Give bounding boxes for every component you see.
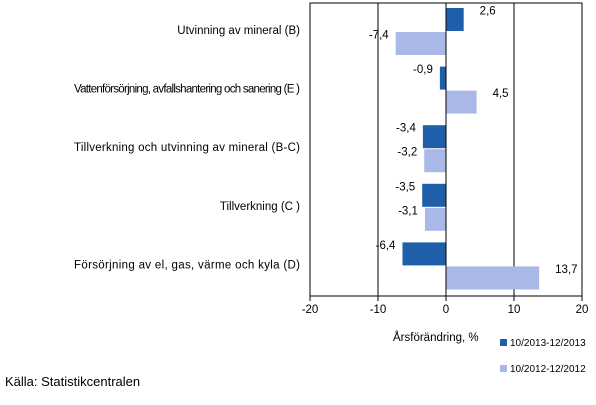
bar [446,8,464,31]
data-label: -3,2 [397,147,417,159]
legend-label: 10/2012-12/2012 [510,364,586,375]
x-tick-label: 20 [576,304,589,316]
data-label: 13,7 [555,264,577,276]
x-tick-label: -10 [370,304,387,316]
bars [395,8,540,290]
bar [402,242,446,266]
x-axis-title: Årsförändring, % [393,331,479,344]
legend-swatch [500,339,507,346]
gridlines [377,3,515,296]
category-label: Tillverkning och utvinning av mineral (B… [74,142,300,154]
bar [424,207,446,231]
category-label: Försörjning av el, gas, värme och kyla (… [74,259,300,271]
data-labels: 2,6 -7,4 -0,9 4,5 -3,4 -3,2 -3,5 -3,1 -6,4 13,7 [369,6,578,276]
bar [424,149,446,173]
category-label: Vattenförsörjning, avfallshantering och … [74,84,300,96]
x-tick-label: 0 [443,304,449,316]
bar [446,90,477,114]
bar [422,183,446,207]
source-note: Källa: Statistikcentralen [5,374,141,389]
data-label: 4,5 [493,88,509,100]
data-label: -6,4 [376,240,396,252]
data-label: -3,5 [395,181,415,193]
bar [395,32,446,55]
x-tick-labels: -20 -10 0 10 20 [302,296,589,316]
legend: 10/2013-12/2013 10/2012-12/2012 [500,338,586,375]
data-label: -0,9 [413,64,433,76]
data-label: -3,1 [398,205,418,217]
bar [446,266,540,290]
bar [439,66,446,90]
data-label: -3,4 [396,123,416,135]
category-labels: Utvinning av mineral (B) Vattenförsörjnin… [74,25,300,271]
x-tick-label: -20 [302,304,319,316]
category-label: Tillverkning (C ) [220,201,300,213]
legend-label: 10/2013-12/2013 [510,338,586,349]
legend-swatch [500,365,507,372]
x-tick-label: 10 [508,304,521,316]
category-label: Utvinning av mineral (B) [177,25,300,37]
data-label: 2,6 [480,6,496,18]
data-label: -7,4 [369,30,389,42]
bar [422,125,446,149]
